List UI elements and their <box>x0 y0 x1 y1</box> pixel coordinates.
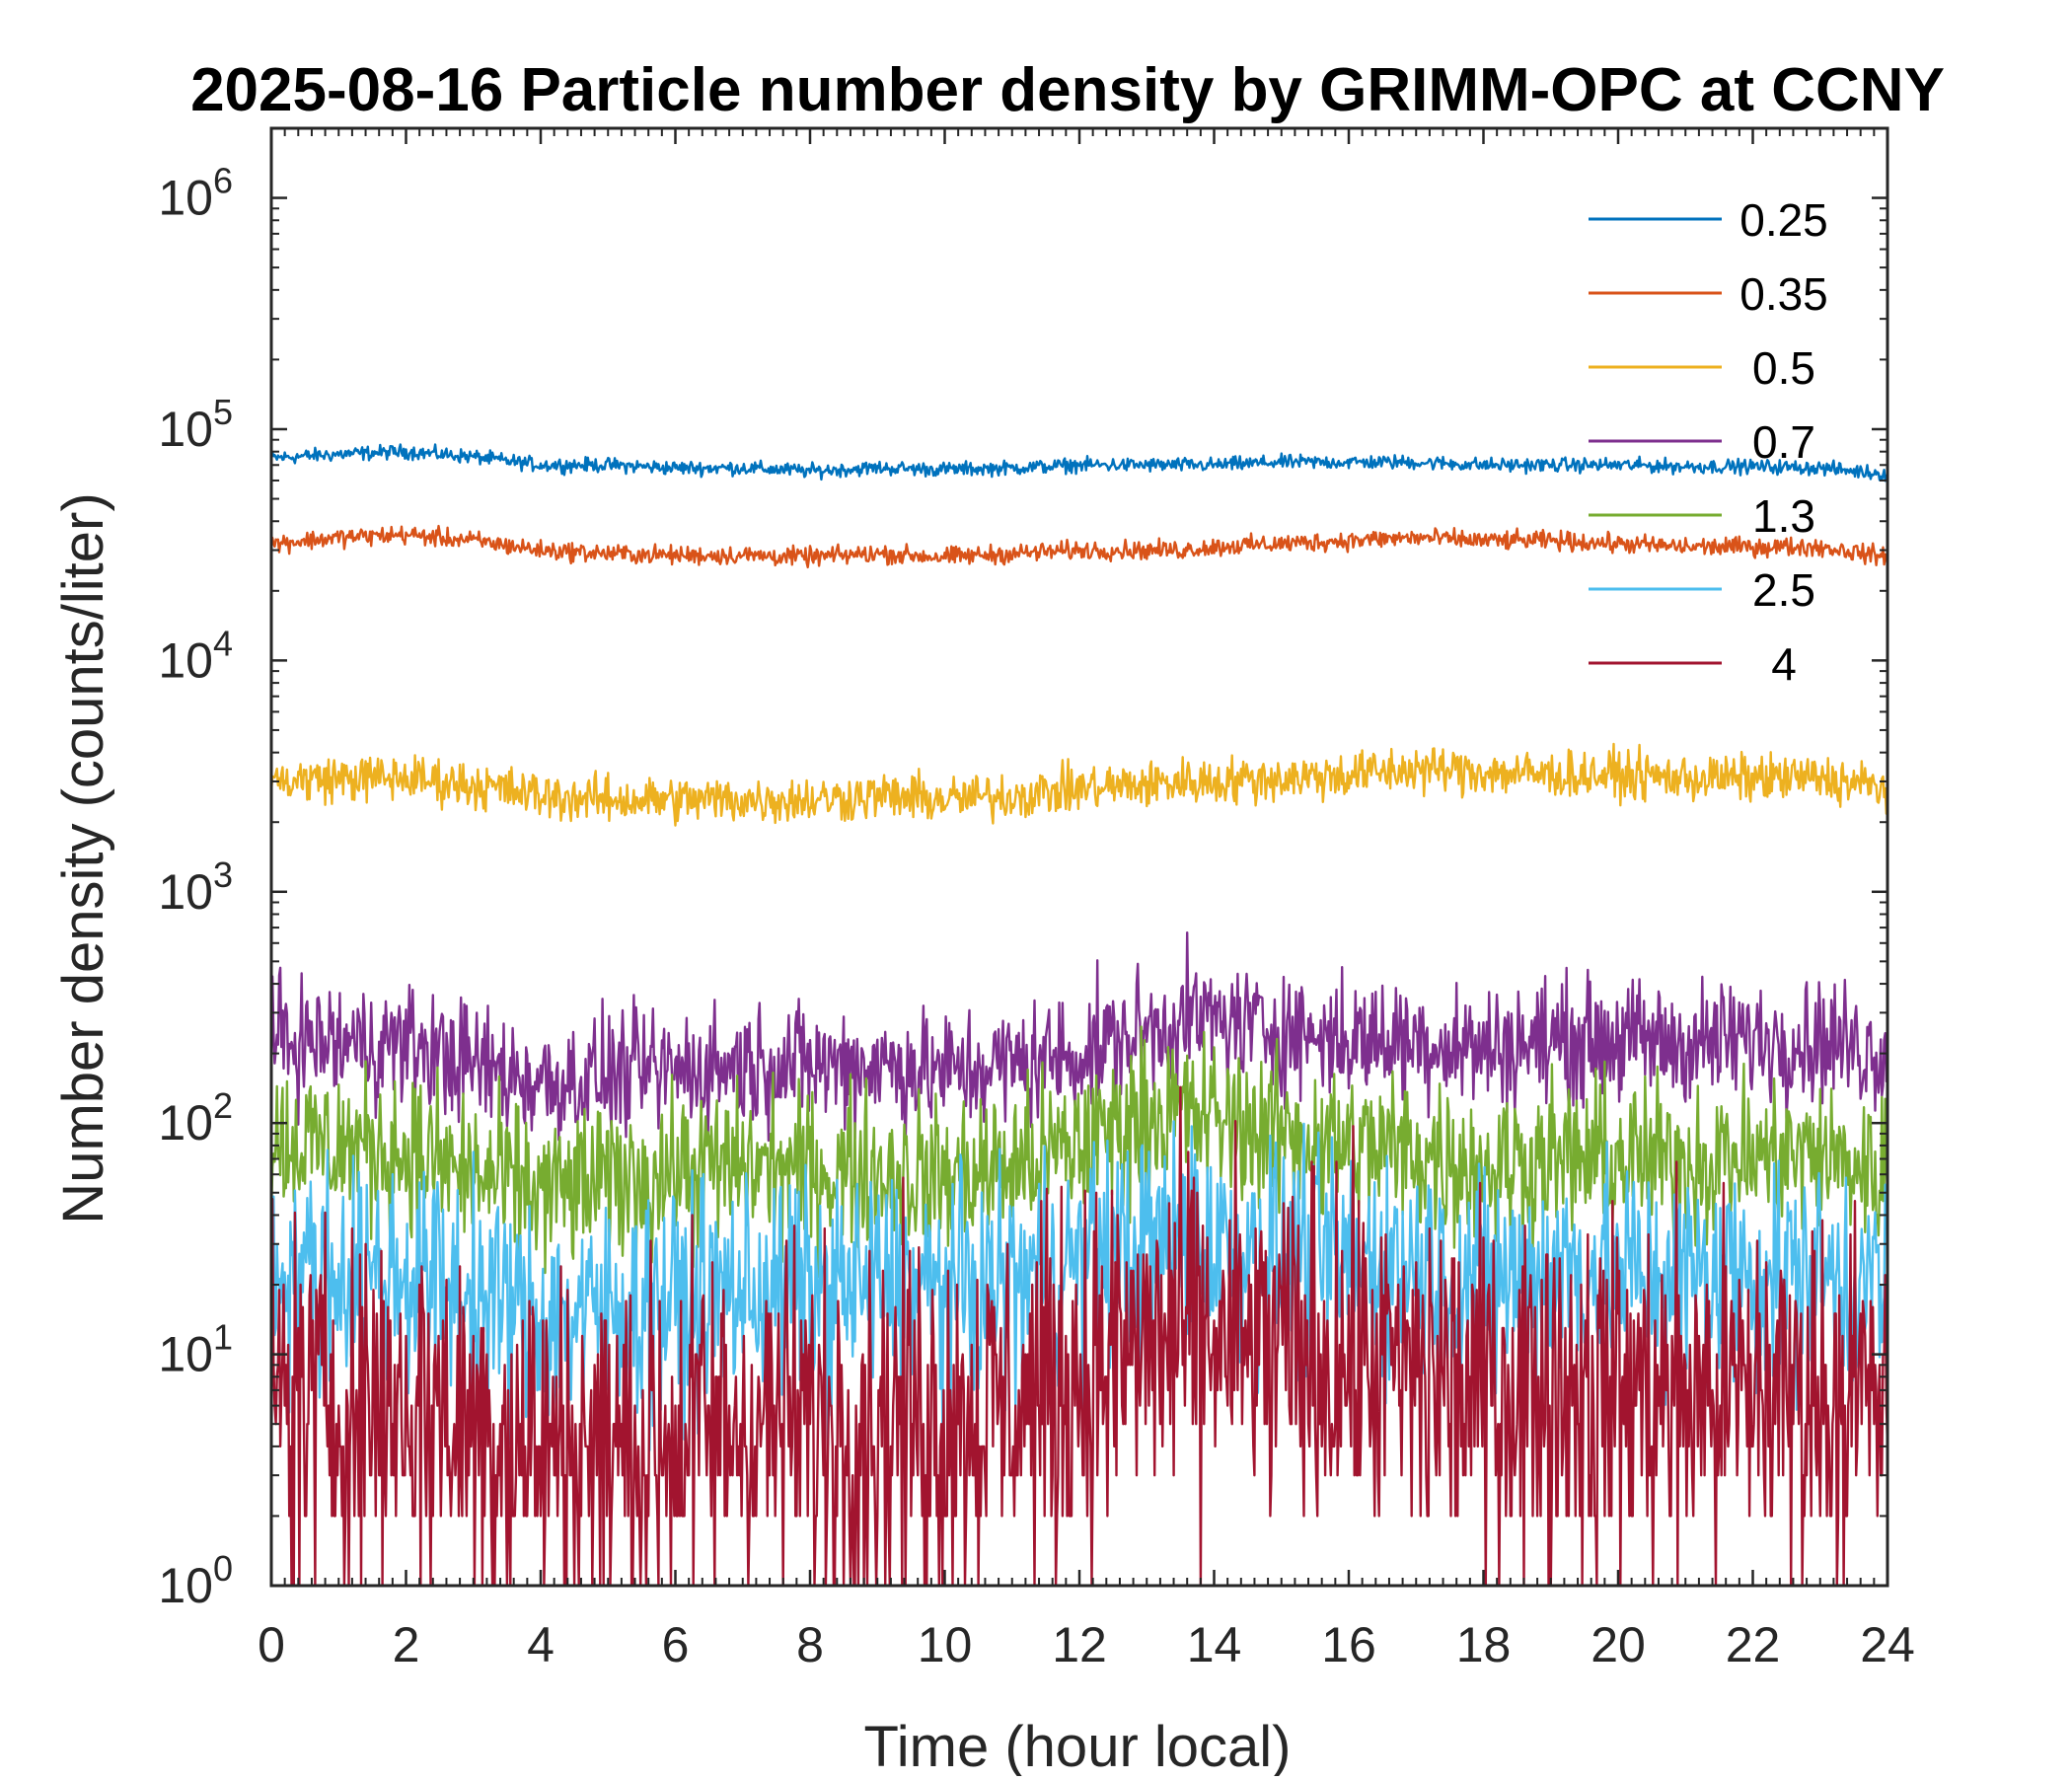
x-tick-label: 14 <box>1187 1617 1242 1672</box>
legend-label-4: 4 <box>1771 638 1797 690</box>
legend: 0.25 0.35 0.5 0.7 1.3 2.5 4 <box>1589 194 1828 690</box>
x-tick-label: 8 <box>796 1617 824 1672</box>
series-line-0.7 <box>269 931 1889 1146</box>
x-axis-label: Time (hour local) <box>864 1715 1292 1776</box>
series-line-0.35 <box>269 524 1889 569</box>
axis-ticks: 0 2 4 6 8 10 12 14 16 18 20 22 241001011021031041051… <box>158 127 1915 1672</box>
legend-label-0.7: 0.7 <box>1752 416 1815 468</box>
x-tick-label: 18 <box>1456 1617 1512 1672</box>
plot-lines <box>269 443 1889 1588</box>
x-tick-label: 2 <box>393 1617 420 1672</box>
series-line-0.25 <box>269 443 1888 482</box>
series-line-1.3 <box>269 1025 1889 1279</box>
y-tick-label: 103 <box>158 854 233 920</box>
x-tick-label: 0 <box>258 1617 285 1672</box>
y-tick-label: 106 <box>158 161 233 226</box>
y-tick-label: 100 <box>158 1548 233 1613</box>
legend-label-0.25: 0.25 <box>1739 194 1828 246</box>
x-tick-label: 22 <box>1726 1617 1781 1672</box>
y-tick-label: 104 <box>158 623 233 688</box>
chart-title: 2025-08-16 Particle number density by GR… <box>190 56 1945 124</box>
legend-label-0.35: 0.35 <box>1739 268 1828 320</box>
x-tick-label: 24 <box>1860 1617 1915 1672</box>
y-tick-label: 101 <box>158 1317 233 1382</box>
x-tick-label: 4 <box>527 1617 555 1672</box>
x-tick-label: 10 <box>918 1617 973 1672</box>
series-line-4 <box>269 1085 1889 1588</box>
x-tick-label: 16 <box>1321 1617 1376 1672</box>
x-tick-label: 12 <box>1052 1617 1107 1672</box>
series-line-0.5 <box>269 742 1889 827</box>
y-tick-label: 102 <box>158 1085 233 1150</box>
x-tick-label: 6 <box>662 1617 690 1672</box>
legend-label-2.5: 2.5 <box>1752 564 1815 616</box>
y-tick-label: 105 <box>158 392 233 457</box>
x-tick-label: 20 <box>1591 1617 1646 1672</box>
y-axis-label: Number density (counts/liter) <box>51 492 115 1224</box>
legend-label-0.5: 0.5 <box>1752 342 1815 394</box>
legend-label-1.3: 1.3 <box>1752 490 1815 542</box>
